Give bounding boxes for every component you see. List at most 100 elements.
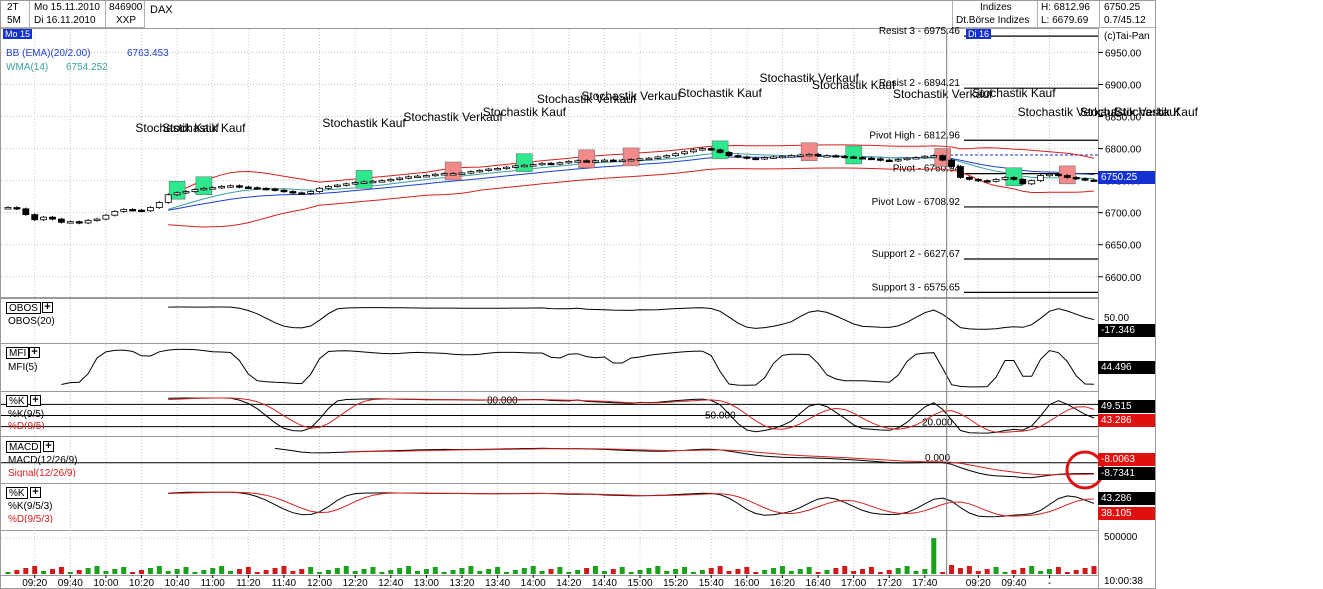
- volume-bar: [601, 571, 607, 574]
- time-tick-label: 17:00: [841, 578, 866, 589]
- y-tick-label: 6700.00: [1105, 209, 1142, 220]
- stoch1-button[interactable]: %K: [6, 395, 28, 407]
- candle-body: [876, 158, 884, 161]
- volume-bar: [833, 568, 839, 574]
- volume-bar: [272, 568, 278, 574]
- candle-body: [333, 184, 341, 188]
- volume-bar: [931, 538, 937, 574]
- candle-body: [965, 177, 973, 180]
- volume-bar: [94, 566, 100, 574]
- level-label: Resist 2 - 6894.21: [879, 78, 961, 89]
- level-label: Resist 3 - 6975.46: [879, 26, 961, 37]
- candle-body: [485, 168, 493, 171]
- mfi-label: MFI(5): [8, 362, 38, 373]
- time-axis-end: 10:00:38: [1104, 576, 1143, 587]
- time-tick-label: 10:20: [129, 578, 154, 589]
- candle-body: [1072, 177, 1080, 180]
- y-tick-label: 6600.00: [1105, 273, 1142, 284]
- volume-bar: [174, 569, 180, 574]
- candle-body: [957, 166, 964, 178]
- candle-body: [779, 155, 786, 159]
- stoch2-button[interactable]: %K: [6, 487, 28, 499]
- volume-bar: [815, 572, 821, 574]
- volume-bar: [254, 572, 260, 574]
- signal-label: Stochastik Kauf: [678, 86, 762, 100]
- candle-body: [102, 214, 110, 220]
- candle-body: [511, 165, 519, 168]
- stoch1-level-low: 20.000: [922, 418, 953, 429]
- candle-body: [761, 157, 769, 160]
- candle-body: [244, 186, 252, 189]
- signal-box-sell: [578, 149, 595, 169]
- volume-bar: [619, 567, 625, 574]
- macd-add-icon[interactable]: +: [43, 441, 54, 452]
- volume-bar: [664, 571, 670, 574]
- candle-body: [182, 191, 190, 194]
- candle-body: [414, 175, 421, 179]
- volume-bar: [406, 566, 412, 574]
- candle-body: [939, 155, 947, 161]
- candle-body: [1037, 175, 1044, 182]
- volume-bar: [459, 568, 465, 574]
- mfi-button[interactable]: MFI: [6, 347, 30, 359]
- signal-box-sell: [444, 161, 462, 181]
- volume-bar: [575, 570, 581, 574]
- exchange-code: XXP: [116, 15, 137, 26]
- volume-level-label: 500000: [1104, 532, 1138, 543]
- wkn: 846900: [109, 2, 143, 13]
- volume-bar: [1073, 570, 1079, 574]
- candle-body: [1054, 173, 1062, 177]
- stoch1-add-icon[interactable]: +: [30, 395, 41, 406]
- candle-body: [111, 210, 119, 216]
- time-tick-label: 17:20: [877, 578, 902, 589]
- candle-body: [574, 160, 582, 163]
- price-change: 0.7/45.12: [1104, 15, 1146, 26]
- volume-bar: [5, 572, 11, 574]
- volume-bar: [557, 567, 563, 574]
- candle-body: [227, 185, 234, 188]
- volume-bar: [566, 572, 572, 574]
- header-symbol-box[interactable]: 846900 XXP: [105, 0, 145, 28]
- time-tick-label: 09:20: [966, 578, 991, 589]
- candle-body: [609, 159, 617, 163]
- volume-bar: [1082, 568, 1088, 574]
- candle-body: [547, 162, 555, 166]
- time-tick-label: 12:00: [307, 578, 332, 589]
- mfi-add-icon[interactable]: +: [29, 347, 40, 358]
- volume-bar: [503, 572, 509, 574]
- volume-bar: [1029, 566, 1035, 574]
- level-label: Pivot Low - 6708.92: [872, 197, 961, 208]
- candle-body: [129, 209, 137, 212]
- volume-bar: [735, 569, 741, 574]
- volume-bar: [1020, 568, 1026, 574]
- header-date-box[interactable]: Mo 15.11.2010 Di 16.11.2010: [29, 0, 106, 28]
- signal-label: Stochastik Verkauf: [759, 71, 859, 85]
- candle-body: [147, 207, 154, 212]
- volume-bar: [753, 572, 759, 574]
- volume-bar: [183, 567, 189, 574]
- macd-button[interactable]: MACD: [6, 441, 42, 453]
- candle-body: [805, 153, 813, 157]
- obos-button[interactable]: OBOS: [6, 302, 41, 314]
- volume-bar: [1055, 567, 1061, 574]
- volume-bar: [904, 566, 910, 574]
- obos-add-icon[interactable]: +: [42, 302, 53, 313]
- macd-value-tag: -8.7341: [1098, 467, 1155, 480]
- volume-bar: [450, 570, 456, 574]
- stoch2-add-icon[interactable]: +: [30, 487, 41, 498]
- signal-label: Stochastik Verkauf: [1080, 105, 1180, 119]
- volume-bar: [708, 568, 714, 574]
- last-price-tag: 6750.25: [1098, 171, 1155, 184]
- stoch1-k-value-tag: 49.515: [1098, 400, 1155, 413]
- last-price: 6750.25: [1104, 2, 1141, 13]
- candle-body: [1090, 179, 1098, 182]
- candle-body: [431, 173, 439, 177]
- panel-border-3: [0, 391, 1099, 437]
- candle-body: [974, 178, 982, 182]
- volume-bar: [922, 569, 928, 574]
- volume-bar: [673, 569, 679, 574]
- obos-label: OBOS(20): [8, 316, 55, 327]
- candle-body: [1010, 177, 1018, 180]
- candle-body: [342, 183, 350, 186]
- candle-body: [155, 202, 163, 208]
